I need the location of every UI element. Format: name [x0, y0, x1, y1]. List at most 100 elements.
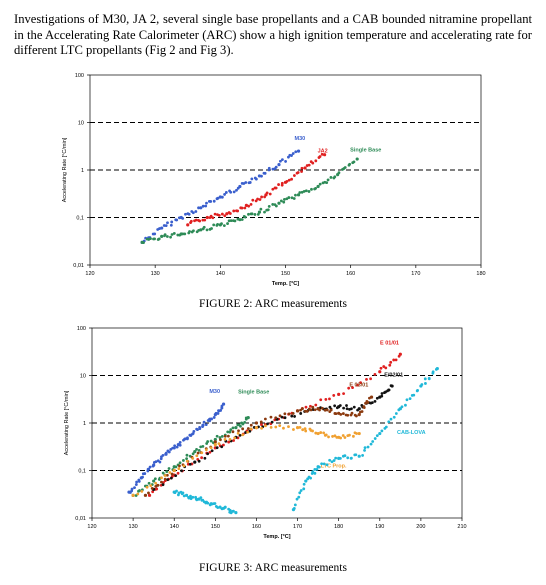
data-point: [350, 411, 354, 415]
data-point: [305, 409, 309, 413]
data-point: [227, 219, 231, 223]
data-point: [143, 472, 147, 475]
data-point: [225, 212, 229, 216]
data-point: [293, 415, 296, 418]
data-point: [369, 442, 373, 446]
data-point: [282, 200, 286, 204]
data-point: [201, 204, 205, 208]
data-point: [270, 420, 274, 424]
x-tick-label: 150: [211, 524, 220, 530]
data-point: [185, 457, 189, 461]
data-point: [300, 190, 304, 194]
data-point: [198, 427, 202, 431]
data-point: [210, 227, 213, 230]
series-ja2: [186, 152, 327, 227]
data-point: [182, 464, 186, 468]
data-point: [175, 489, 178, 493]
data-point: [187, 496, 191, 500]
data-point: [229, 190, 233, 194]
data-point: [281, 158, 284, 162]
data-point: [300, 166, 304, 170]
data-point: [239, 424, 242, 428]
data-point: [229, 428, 233, 432]
data-point: [295, 426, 300, 430]
data-point: [204, 448, 208, 452]
data-point: [392, 358, 396, 362]
data-point: [253, 213, 257, 216]
x-tick-label: 130: [129, 524, 138, 530]
data-point: [351, 386, 354, 390]
data-point: [299, 412, 303, 415]
data-point: [279, 159, 282, 163]
x-tick-label: 120: [87, 524, 96, 530]
y-tick-label: 10: [80, 374, 86, 380]
data-point: [165, 473, 169, 477]
data-point: [361, 454, 364, 457]
data-point: [348, 433, 351, 437]
data-point: [277, 183, 280, 186]
data-point: [176, 471, 180, 475]
data-point: [345, 404, 348, 407]
data-point: [311, 470, 315, 474]
data-point: [240, 206, 244, 210]
data-point: [222, 443, 225, 447]
data-point: [215, 434, 219, 438]
x-tick-label: 210: [457, 524, 466, 530]
data-point: [330, 460, 334, 464]
data-point: [343, 454, 347, 458]
data-point: [274, 416, 278, 420]
data-point: [352, 160, 356, 164]
data-point: [271, 187, 275, 191]
data-point: [274, 204, 278, 208]
data-point: [260, 174, 263, 178]
data-point: [320, 406, 324, 410]
data-point: [285, 179, 289, 183]
data-point: [267, 204, 271, 208]
data-point: [232, 439, 235, 442]
data-point: [227, 440, 231, 444]
series-m30: [140, 149, 301, 244]
data-point: [284, 160, 287, 163]
data-point: [297, 495, 301, 499]
data-point: [427, 376, 431, 380]
data-point: [357, 431, 361, 436]
data-point: [134, 483, 138, 486]
data-point: [154, 484, 158, 488]
data-point: [228, 438, 232, 441]
x-tick-label: 160: [346, 271, 355, 277]
data-point: [390, 384, 394, 388]
data-point: [133, 486, 136, 490]
data-point: [294, 150, 298, 154]
data-point: [259, 207, 263, 211]
x-tick-label: 140: [216, 271, 225, 277]
data-point: [357, 454, 361, 458]
data-point: [213, 212, 217, 216]
data-point: [240, 218, 244, 221]
data-point: [229, 219, 233, 223]
y-tick-label: 0,01: [73, 263, 84, 269]
data-point: [254, 426, 259, 430]
x-tick-label: 150: [281, 271, 290, 277]
data-point: [323, 153, 327, 157]
data-point: [313, 471, 317, 475]
data-point: [345, 407, 349, 411]
data-point: [279, 199, 283, 203]
data-point: [183, 437, 187, 441]
figure-3: 0,01 0,1 1 10 100 120 130 140 150 160 170 180 190 200…: [0, 318, 546, 550]
data-point: [342, 406, 345, 410]
data-point: [169, 235, 172, 239]
data-point: [378, 370, 382, 374]
data-point: [153, 477, 157, 481]
data-point: [223, 214, 227, 218]
data-point: [287, 412, 291, 416]
data-point: [366, 400, 370, 404]
data-point: [387, 420, 391, 424]
data-point: [315, 467, 319, 471]
data-point: [168, 471, 172, 474]
data-point: [257, 210, 262, 214]
data-point: [347, 386, 351, 390]
data-point: [223, 506, 227, 509]
data-point: [339, 436, 342, 440]
data-point: [228, 430, 232, 434]
data-point: [248, 429, 252, 433]
